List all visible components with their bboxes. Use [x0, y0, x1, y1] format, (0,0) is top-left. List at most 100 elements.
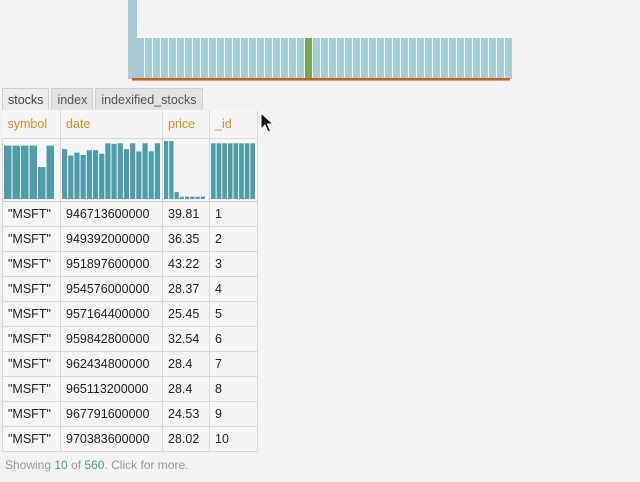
histogram-bar[interactable]	[105, 142, 111, 199]
histogram-bar[interactable]	[222, 142, 227, 199]
table-row[interactable]: "MSFT" 965113200000 28.4 8	[2, 375, 258, 402]
histogram-bar[interactable]	[68, 155, 74, 199]
histogram-bar[interactable]	[174, 191, 179, 199]
top-histogram-bar[interactable]	[417, 38, 424, 79]
table-row[interactable]: "MSFT" 962434800000 28.4 7	[2, 350, 258, 377]
histogram-bar[interactable]	[169, 140, 174, 199]
table-row[interactable]: "MSFT" 970383600000 28.02 10	[2, 425, 258, 452]
histogram-bar[interactable]	[164, 140, 169, 199]
top-histogram-highlighted-bar[interactable]	[305, 38, 312, 79]
date-histogram-cell[interactable]	[60, 137, 163, 202]
table-row[interactable]: "MSFT" 954576000000 28.37 4	[2, 275, 258, 302]
top-histogram-bar[interactable]	[385, 38, 392, 79]
top-histogram-bar[interactable]	[217, 38, 224, 79]
histogram-bar[interactable]	[136, 150, 142, 199]
top-histogram-bar[interactable]	[145, 38, 152, 79]
column-header-price[interactable]: price	[162, 110, 210, 138]
histogram-bar[interactable]	[123, 148, 130, 199]
top-histogram-bar[interactable]	[481, 38, 488, 79]
top-histogram-bar[interactable]	[433, 38, 440, 79]
top-histogram-bar[interactable]	[457, 38, 464, 79]
top-histogram-bar[interactable]	[177, 38, 184, 79]
tab-index[interactable]: index	[51, 88, 94, 110]
histogram-bar[interactable]	[142, 142, 148, 199]
top-histogram-bar[interactable]	[449, 38, 456, 79]
table-row[interactable]: "MSFT" 967791600000 24.53 9	[2, 400, 258, 427]
top-histogram-bar[interactable]	[249, 38, 256, 79]
top-histogram-bar[interactable]	[169, 38, 176, 79]
histogram-bar[interactable]	[4, 145, 12, 199]
table-row[interactable]: "MSFT" 959842800000 32.54 6	[2, 325, 258, 352]
id-histogram-cell[interactable]	[209, 137, 258, 202]
top-histogram-bar[interactable]	[321, 38, 328, 79]
histogram-bar[interactable]	[179, 196, 184, 199]
top-histogram-bar[interactable]	[297, 38, 304, 79]
top-histogram-bar[interactable]	[353, 38, 360, 79]
top-histogram-bar[interactable]	[193, 38, 200, 79]
histogram-bar[interactable]	[80, 154, 86, 199]
top-histogram-bar[interactable]	[265, 38, 272, 79]
top-histogram-bar[interactable]	[329, 38, 336, 79]
histogram-bar[interactable]	[250, 142, 255, 199]
table-row[interactable]: "MSFT" 949392000000 36.35 2	[2, 225, 258, 252]
column-header-symbol[interactable]: symbol	[2, 110, 61, 138]
top-histogram-bar[interactable]	[257, 38, 264, 79]
top-histogram-bar[interactable]	[201, 38, 208, 79]
histogram-bar[interactable]	[86, 149, 92, 199]
histogram-bar[interactable]	[244, 142, 250, 199]
top-histogram-bar[interactable]	[361, 38, 368, 79]
histogram-bar[interactable]	[130, 142, 136, 199]
top-histogram-bar[interactable]	[273, 38, 280, 79]
top-histogram-bar[interactable]	[137, 38, 144, 79]
top-histogram-bar[interactable]	[473, 38, 480, 79]
top-histogram-bar[interactable]	[505, 38, 512, 79]
histogram-bar[interactable]	[74, 152, 80, 199]
histogram-bar[interactable]	[38, 166, 46, 199]
histogram-bar[interactable]	[154, 142, 160, 199]
histogram-bar[interactable]	[195, 196, 200, 199]
histogram-bar[interactable]	[21, 145, 29, 199]
histogram-bar[interactable]	[148, 150, 154, 199]
table-row[interactable]: "MSFT" 951897600000 43.22 3	[2, 250, 258, 277]
histogram-bar[interactable]	[211, 142, 216, 199]
histogram-bar[interactable]	[46, 145, 55, 199]
top-histogram-bar[interactable]	[313, 38, 320, 79]
top-histogram-bar[interactable]	[337, 38, 344, 79]
histogram-bar[interactable]	[227, 142, 233, 199]
top-histogram-bar[interactable]	[225, 38, 232, 79]
histogram-bar[interactable]	[92, 149, 99, 199]
histogram-bar[interactable]	[185, 196, 190, 199]
histogram-bar[interactable]	[216, 142, 222, 199]
tab-stocks[interactable]: stocks	[2, 88, 50, 110]
top-histogram-bar[interactable]	[425, 38, 432, 79]
histogram-bar[interactable]	[239, 142, 244, 199]
top-histogram[interactable]	[0, 0, 640, 84]
top-histogram-bar[interactable]	[489, 38, 496, 79]
histogram-bar[interactable]	[190, 196, 195, 199]
top-histogram-bar[interactable]	[497, 38, 504, 79]
top-histogram-bar[interactable]	[161, 38, 168, 79]
top-histogram-bar[interactable]	[409, 38, 416, 79]
column-header-id[interactable]: _id	[209, 110, 258, 138]
top-histogram-bar[interactable]	[393, 38, 400, 79]
top-histogram-bar[interactable]	[289, 38, 296, 79]
tab-indexified-stocks[interactable]: indexified_stocks	[95, 88, 203, 110]
histogram-bar[interactable]	[200, 196, 205, 199]
top-histogram-spike-bar[interactable]	[128, 0, 137, 79]
top-histogram-bar[interactable]	[465, 38, 472, 79]
top-histogram-bar[interactable]	[345, 38, 352, 79]
top-histogram-bar[interactable]	[233, 38, 240, 79]
show-more-footer[interactable]: Showing 10 of 560. Click for more.	[5, 458, 188, 472]
column-header-date[interactable]: date	[60, 110, 163, 138]
histogram-bar[interactable]	[111, 143, 117, 199]
histogram-bar[interactable]	[62, 148, 68, 199]
symbol-histogram-cell[interactable]	[2, 137, 61, 202]
table-row[interactable]: "MSFT" 946713600000 39.81 1	[2, 200, 258, 227]
histogram-bar[interactable]	[117, 142, 123, 199]
price-histogram-cell[interactable]	[162, 137, 210, 202]
histogram-bar[interactable]	[12, 145, 21, 199]
top-histogram-bar[interactable]	[281, 38, 288, 79]
top-histogram-bar[interactable]	[441, 38, 448, 79]
top-histogram-bar[interactable]	[241, 38, 248, 79]
top-histogram-bar[interactable]	[401, 38, 408, 79]
